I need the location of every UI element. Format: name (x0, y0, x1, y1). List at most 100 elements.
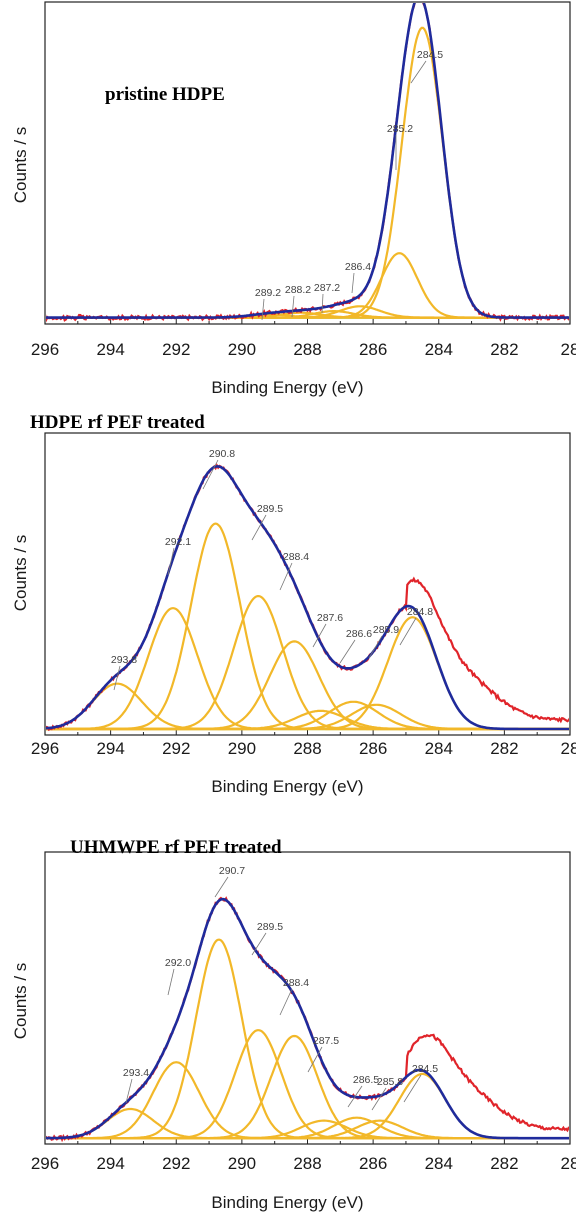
peak-label: 287.5 (313, 1035, 339, 1047)
x-tick-label: 290 (228, 340, 256, 359)
peak-label: 286.4 (345, 261, 371, 273)
peak-leader-line (279, 562, 293, 591)
x-axis-label: Binding Energy (eV) (211, 378, 363, 397)
peak-leader-line (261, 298, 265, 321)
peak-label: 286.5 (353, 1074, 379, 1086)
x-tick-label: 28 (561, 340, 576, 359)
panel-title: HDPE rf PEF treated (30, 412, 205, 433)
x-tick-label: 290 (228, 739, 256, 758)
component-peak-289.5 (46, 1029, 569, 1140)
fit-envelope-line (46, 465, 569, 731)
x-tick-label: 290 (228, 1154, 256, 1173)
peak-leader-line (410, 60, 427, 84)
x-tick-label: 282 (490, 739, 518, 758)
component-peak-286.6 (46, 700, 569, 731)
plot-area (46, 463, 569, 732)
peak-label: 288.2 (285, 284, 311, 296)
x-tick-label: 296 (31, 739, 59, 758)
peak-label: 288.4 (283, 977, 309, 989)
x-tick-label: 282 (490, 1154, 518, 1173)
peak-label: 292.0 (165, 957, 191, 969)
peak-leader-line (399, 617, 417, 646)
peak-label: 293.8 (111, 654, 137, 666)
fit-envelope-line (46, 3, 569, 319)
peak-leader-line (125, 1078, 133, 1104)
component-peak-290.7 (46, 938, 569, 1140)
peak-leader-line (167, 547, 175, 576)
component-peak-288.4 (46, 1034, 569, 1140)
peak-label: 289.5 (257, 921, 283, 933)
peak-leader-line (321, 293, 324, 314)
peak-label: 284.5 (412, 1063, 438, 1075)
x-tick-label: 288 (293, 1154, 321, 1173)
peak-leader-line (113, 665, 121, 691)
peak-leader-line (371, 1087, 387, 1111)
peak-leader-line (251, 514, 267, 541)
plot-frame (44, 432, 571, 736)
panel-title: pristine HDPE (105, 84, 225, 105)
plot-frame (44, 1, 571, 325)
x-tick-label: 286 (359, 739, 387, 758)
peak-label: 285.9 (373, 624, 399, 636)
raw-data-line (46, 463, 569, 732)
peak-label: 284.8 (407, 606, 433, 618)
peak-leader-line (347, 1085, 363, 1108)
x-tick-label: 28 (561, 739, 576, 758)
y-axis-label: Counts / s (11, 535, 30, 612)
x-tick-label: 292 (162, 340, 190, 359)
chart-panel-pristine-hdpe: 296 294 292 290 288 286 284 282 28 Binding Energy… (0, 0, 576, 405)
x-tick-label: 288 (293, 739, 321, 758)
y-axis-label: Counts / s (11, 963, 30, 1040)
x-tick-label: 284 (425, 739, 453, 758)
x-axis-label: Binding Energy (eV) (211, 777, 363, 796)
chart-svg: 296 294 292 290 288 286 284 282 28 Binding Energy… (11, 1, 576, 397)
peak-leader-line (167, 968, 175, 996)
x-tick-label: 284 (425, 340, 453, 359)
x-tick-label: 294 (96, 1154, 124, 1173)
x-tick-label: 294 (96, 340, 124, 359)
x-tick-label: 28 (561, 1154, 576, 1173)
chart-svg: 296 294 292 290 288 286 284 282 28 Binding Energy… (11, 837, 576, 1212)
plot-area (46, 3, 569, 323)
x-tick-label: 286 (359, 1154, 387, 1173)
x-tick-label: 294 (96, 739, 124, 758)
panel-title: UHMWPE rf PEF treated (70, 837, 282, 858)
peak-leader-line (403, 1074, 422, 1103)
peak-label: 287.2 (314, 282, 340, 294)
x-tick-label: 292 (162, 739, 190, 758)
x-tick-label: 296 (31, 1154, 59, 1173)
peak-label: 293.4 (123, 1067, 149, 1079)
chart-svg: 296 294 292 290 288 286 284 282 28 Binding Energy… (11, 412, 576, 796)
peak-label: 285.2 (387, 123, 413, 135)
x-tick-label: 296 (31, 340, 59, 359)
x-axis-label: Binding Energy (eV) (211, 1193, 363, 1212)
peak-leader-line (312, 623, 327, 648)
fit-envelope-line (46, 897, 569, 1140)
peak-leader-line (291, 295, 295, 318)
peak-leader-line (251, 932, 267, 956)
raw-data-line (46, 3, 569, 323)
peak-leader-line (307, 1046, 323, 1073)
peak-label: 290.8 (209, 448, 235, 460)
peak-label: 292.1 (165, 536, 191, 548)
plot-area (46, 896, 569, 1143)
peak-leader-line (202, 459, 219, 490)
component-peak-284.5 (46, 26, 569, 319)
x-tick-label: 292 (162, 1154, 190, 1173)
peak-label: 288.4 (283, 551, 309, 563)
peak-leader-line (279, 988, 293, 1016)
x-tick-label: 286 (359, 340, 387, 359)
peak-label: 285.8 (377, 1076, 403, 1088)
peak-leader-line (351, 272, 355, 294)
chart-panel-hdpe-treated: 296 294 292 290 288 286 284 282 28 Binding Energy… (0, 405, 576, 810)
peak-leader-line (368, 635, 383, 659)
peak-leader-line (339, 639, 356, 664)
peak-label: 287.6 (317, 612, 343, 624)
peak-label: 289.2 (255, 287, 281, 299)
y-axis-label: Counts / s (11, 127, 30, 204)
x-tick-label: 288 (293, 340, 321, 359)
peak-label: 290.7 (219, 865, 245, 877)
peak-label: 286.6 (346, 628, 372, 640)
peak-leader-line (214, 876, 229, 898)
x-tick-label: 282 (490, 340, 518, 359)
